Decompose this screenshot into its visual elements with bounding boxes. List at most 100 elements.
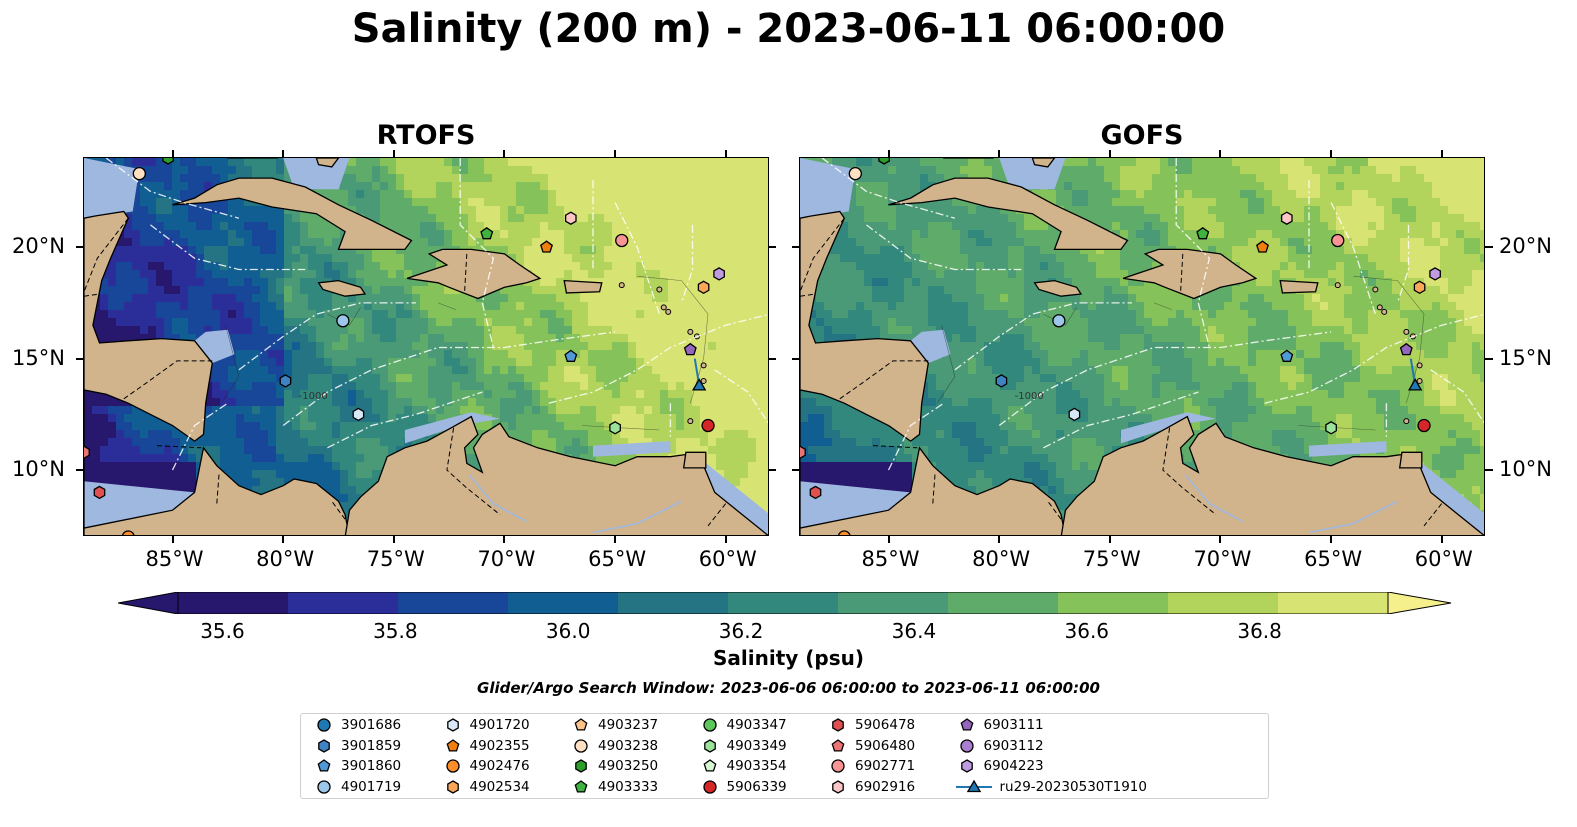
lat-tick-mark — [1485, 246, 1493, 249]
lon-tick-mark — [998, 150, 1001, 157]
argo-float-marker — [1325, 421, 1337, 435]
lon-tick-mark — [1330, 536, 1333, 543]
lon-tick-mark — [887, 150, 890, 157]
lon-tick-mark — [392, 150, 395, 157]
legend-label: 6904223 — [983, 758, 1044, 774]
lat-tick-mark — [76, 469, 84, 472]
lon-tick-label: 70°W — [1193, 547, 1252, 571]
rtofs-salinity-map[interactable]: -1000 — [83, 157, 769, 536]
rivers — [468, 474, 682, 534]
argo-float-marker — [540, 240, 553, 253]
argo-float-marker — [279, 374, 292, 388]
search-window-text: Glider/Argo Search Window: 2023-06-06 06… — [477, 679, 1100, 697]
legend-marker — [318, 738, 330, 753]
figure-title: Salinity (200 m) - 2023-06-11 06:00:00 — [351, 6, 1226, 52]
lon-tick-mark — [503, 536, 506, 543]
legend-item: 6902771 — [827, 758, 915, 774]
lon-tick-label: 65°W — [1304, 547, 1363, 571]
lon-tick-label: 75°W — [1082, 547, 1141, 571]
argo-float-marker — [1280, 349, 1294, 362]
lon-tick-label: 80°W — [256, 547, 315, 571]
legend-label: 4902476 — [469, 758, 530, 774]
argo-float-marker — [132, 166, 146, 181]
legend-marker — [702, 779, 717, 794]
argo-float-marker — [1417, 418, 1431, 433]
colorbar-extend-high — [1387, 592, 1452, 614]
argo-float-marker — [1413, 280, 1426, 295]
legend-item: 4902355 — [442, 738, 530, 754]
map-canvas: -1000 — [84, 158, 768, 535]
lat-tick-label-right: 10°N — [1499, 457, 1552, 482]
legend-label: ru29-20230530T1910 — [999, 778, 1147, 795]
argo-float-marker — [1331, 233, 1345, 248]
argo-float-marker — [697, 280, 710, 295]
float-legend: 3901686 3901859 3901860 4901719 4901720 49023… — [300, 713, 1269, 799]
legend-marker — [703, 759, 716, 772]
argo-float-marker — [848, 166, 862, 181]
lon-tick-mark — [1440, 536, 1443, 543]
contour-label: -1000 — [1015, 391, 1044, 402]
argo-float-marker — [1399, 342, 1413, 356]
legend-item: 6904223 — [956, 758, 1044, 774]
panel-title-rtofs: RTOFS — [376, 120, 476, 151]
lon-tick-label: 85°W — [861, 547, 920, 571]
lat-tick-mark — [76, 246, 84, 249]
legend-item: 5906339 — [699, 779, 787, 795]
legend-item: 3901686 — [313, 717, 401, 733]
legend-label: 3901859 — [341, 737, 402, 754]
legend-item: 6903111 — [956, 717, 1044, 733]
legend-item: 3901859 — [313, 738, 401, 754]
legend-label: 5906480 — [855, 737, 916, 754]
legend-item: 4903347 — [699, 717, 787, 733]
argo-float-markers — [84, 158, 725, 535]
argo-float-marker — [162, 158, 174, 165]
argo-float-marker — [93, 485, 106, 500]
legend-label: 5906339 — [726, 778, 787, 795]
lon-tick-label: 65°W — [588, 547, 647, 571]
colorbar-tick-label: 35.8 — [373, 619, 418, 643]
gofs-salinity-map[interactable]: -1000 — [799, 157, 1485, 536]
argo-float-marker — [615, 233, 629, 248]
legend-marker — [317, 718, 331, 732]
legend-marker — [960, 759, 973, 773]
legend-marker — [446, 738, 459, 752]
colorbar-extend-low — [118, 592, 179, 614]
argo-float-marker — [1052, 314, 1066, 328]
lon-tick-label: 70°W — [477, 547, 536, 571]
argo-float-marker — [1256, 240, 1269, 253]
legend-label: 4903347 — [726, 717, 787, 733]
lat-tick-label-right: 15°N — [1499, 345, 1552, 370]
legend-item: 5906480 — [827, 738, 915, 754]
legend-marker — [574, 738, 588, 753]
legend-item: 4903237 — [570, 717, 658, 733]
legend-item: 6903112 — [956, 738, 1044, 754]
legend-item: 4903238 — [570, 738, 658, 754]
lon-tick-mark — [282, 150, 285, 157]
lon-tick-mark — [724, 536, 727, 543]
legend-label: 4902534 — [469, 778, 530, 795]
lon-tick-mark — [1440, 150, 1443, 157]
legend-marker — [960, 718, 973, 731]
argo-float-marker — [701, 418, 715, 433]
argo-float-marker — [121, 530, 135, 535]
argo-float-marker — [564, 211, 577, 225]
legend-label: 4903237 — [598, 717, 659, 733]
colorbar-bin — [1058, 592, 1169, 614]
legend-label: 6903112 — [983, 737, 1044, 754]
legend-marker — [832, 779, 844, 794]
argo-float-marker — [800, 445, 806, 460]
argo-float-marker — [480, 227, 494, 240]
colorbar-tick-label: 35.6 — [200, 619, 245, 643]
lat-tick-mark — [76, 357, 84, 360]
colorbar-bin — [508, 592, 619, 614]
legend-label: 5906478 — [855, 717, 916, 733]
panel-title-gofs: GOFS — [1100, 120, 1184, 151]
argo-float-marker — [336, 314, 350, 328]
legend-label: 4903333 — [598, 778, 659, 795]
argo-float-marker — [1429, 267, 1441, 281]
lat-tick-label-right: 20°N — [1499, 234, 1552, 259]
legend-marker — [959, 738, 974, 753]
colorbar-tick-label: 36.2 — [718, 619, 764, 643]
legend-label: 4903354 — [726, 758, 787, 774]
lon-tick-mark — [1330, 150, 1333, 157]
